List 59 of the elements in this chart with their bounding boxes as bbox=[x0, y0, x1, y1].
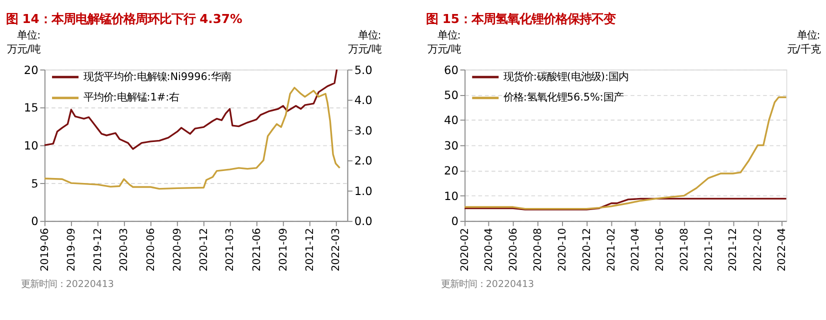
x-tick-label: 2019-06 bbox=[38, 228, 51, 272]
x-tick-label: 2019-12 bbox=[92, 228, 104, 272]
y2-tick-label: 4.0 bbox=[354, 93, 372, 108]
x-tick-label: 2020-09 bbox=[172, 228, 184, 272]
y-tick-label: 10 bbox=[24, 138, 38, 152]
x-tick-label: 2021-10 bbox=[702, 228, 715, 272]
x-tick-label: 2021-12 bbox=[304, 228, 316, 272]
y-tick-label: 0 bbox=[31, 214, 38, 228]
x-tick-label: 2020-08 bbox=[532, 228, 544, 272]
x-tick-label: 2020-10 bbox=[556, 228, 568, 272]
y-tick-label: 30 bbox=[444, 138, 458, 152]
y-tick-label: 20 bbox=[24, 62, 38, 77]
y2-tick-label: 0.0 bbox=[354, 214, 372, 228]
y2-tick-label: 2.0 bbox=[354, 154, 372, 168]
y-tick-label: 60 bbox=[444, 62, 458, 77]
y-tick-label: 0 bbox=[451, 214, 458, 228]
text: 更新时间：20220413 bbox=[20, 279, 114, 290]
legend-label: 平均价:电解锰:1#:右 bbox=[83, 92, 180, 104]
x-tick-label: 2021-03 bbox=[224, 228, 236, 272]
x-tick-label: 2022-03 bbox=[330, 228, 342, 272]
line-series bbox=[464, 198, 788, 210]
y2-tick-label: 3.0 bbox=[354, 123, 372, 138]
x-tick-label: 2020-02 bbox=[458, 228, 471, 272]
x-tick-label: 2020-12 bbox=[580, 228, 593, 272]
x-tick-label: 2020-06 bbox=[144, 228, 157, 272]
x-tick-label: 2021-06 bbox=[654, 228, 666, 272]
x-tick-label: 2022-02 bbox=[752, 228, 764, 272]
x-tick-label: 2020-06 bbox=[507, 228, 520, 272]
y-axis-title: 单位: 万元/吨 bbox=[427, 29, 461, 56]
y-tick-label: 20 bbox=[444, 164, 458, 178]
x-tick-label: 2021-12 bbox=[727, 228, 740, 272]
x-tick-label: 2020-04 bbox=[482, 228, 495, 272]
x-tick-label: 2021-04 bbox=[629, 228, 642, 272]
x-tick-label: 2019-09 bbox=[65, 228, 78, 272]
chart-title: 图 14：本周电解锰价格周环比下行 4.37% bbox=[6, 12, 242, 26]
line-series bbox=[44, 68, 338, 150]
y-tick-label: 10 bbox=[444, 188, 458, 203]
text: 更新时间：20220413 bbox=[440, 279, 534, 290]
x-tick-label: 2020-03 bbox=[118, 228, 130, 272]
legend-label: 现货价:碳酸锂(电池级):国内 bbox=[503, 70, 628, 83]
y-tick-label: 5 bbox=[31, 176, 38, 190]
x-tick-label: 2021-02 bbox=[606, 228, 618, 272]
chart-title: 图 15：本周氢氧化锂价格保持不变 bbox=[426, 12, 616, 26]
x-tick-label: 2021-08 bbox=[678, 228, 690, 272]
legend-label: 现货平均价:电解镍:Ni9996:华南 bbox=[83, 70, 231, 83]
y-tick-label: 15 bbox=[24, 100, 38, 115]
y-axis-title: 单位: 万元/吨 bbox=[7, 29, 41, 56]
line-series bbox=[44, 86, 341, 190]
x-tick-label: 2020-12 bbox=[198, 228, 210, 272]
y-tick-label: 50 bbox=[444, 88, 458, 102]
x-tick-label: 2021-09 bbox=[277, 228, 290, 272]
y2-axis-title: 单位: 元/千克 bbox=[786, 29, 820, 56]
x-tick-label: 2021-06 bbox=[250, 228, 263, 272]
legend-label: 价格:氢氧化锂56.5%:国产 bbox=[502, 92, 624, 104]
y2-tick-label: 5.0 bbox=[354, 62, 372, 77]
y2-tick-label: 1.0 bbox=[354, 184, 372, 198]
y-tick-label: 40 bbox=[444, 113, 458, 128]
y2-axis-title: 单位: 万元/吨 bbox=[348, 29, 382, 56]
x-tick-label: 2022-04 bbox=[776, 228, 788, 272]
